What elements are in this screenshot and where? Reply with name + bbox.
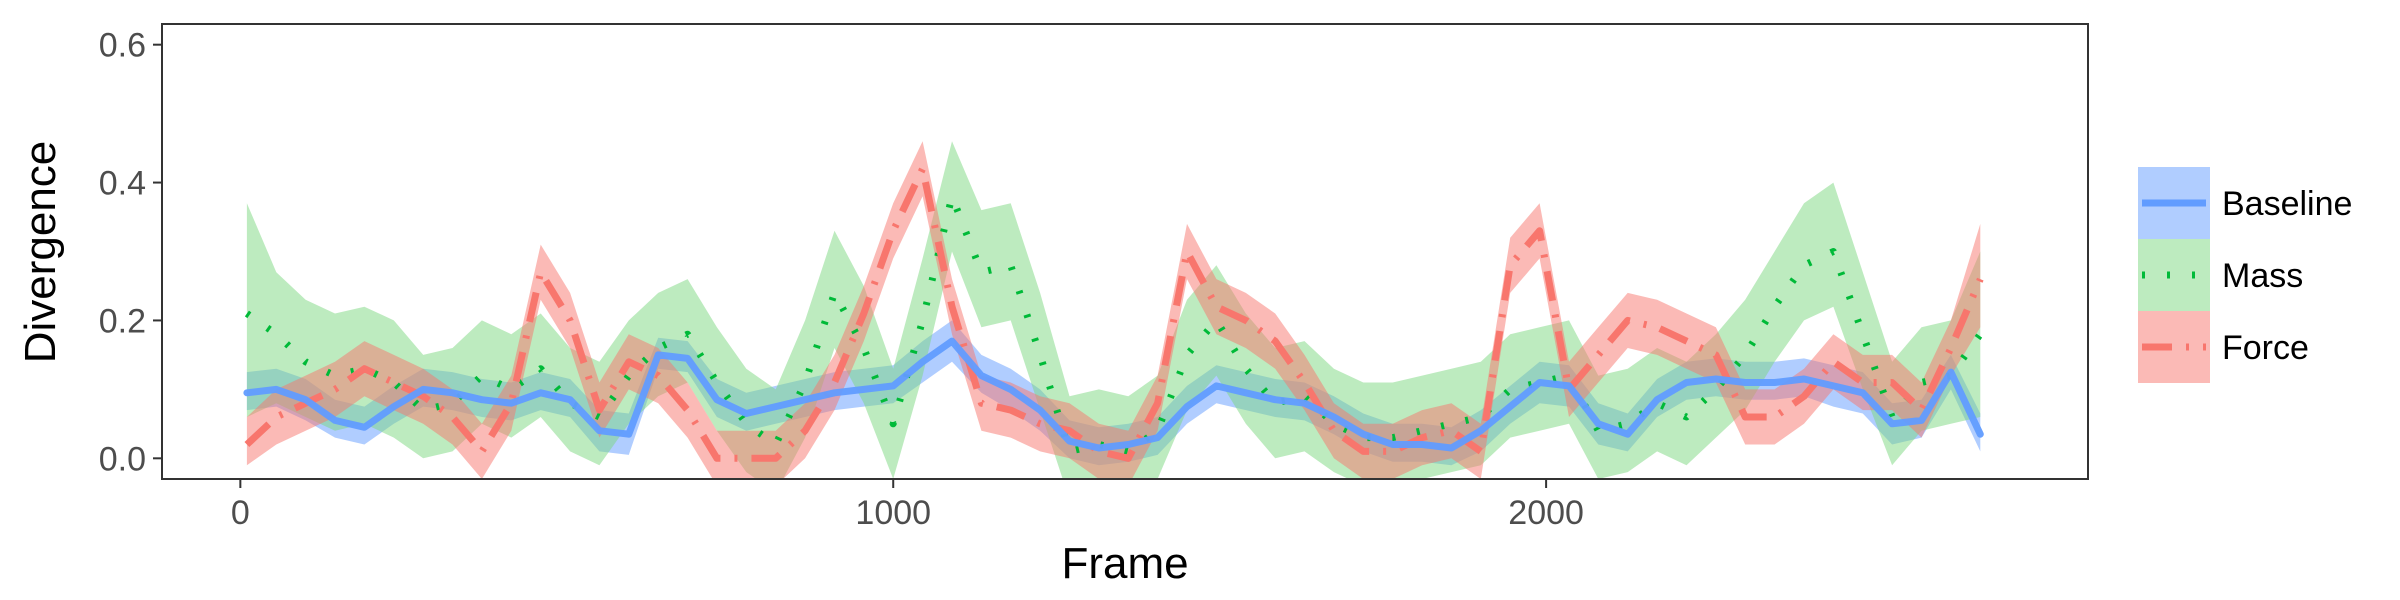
y-tick-label: 0.6 bbox=[99, 27, 146, 65]
y-tick-label: 0.0 bbox=[99, 440, 146, 478]
legend-label: Baseline bbox=[2222, 185, 2352, 223]
y-tick-label: 0.2 bbox=[99, 302, 146, 340]
series-line-baseline bbox=[243, 337, 1984, 452]
legend-label: Force bbox=[2222, 329, 2309, 367]
x-axis: 0 1000 2000 bbox=[231, 479, 1584, 532]
band-force bbox=[246, 141, 1981, 479]
series-lines bbox=[243, 165, 1984, 462]
legend-item-mass: Mass bbox=[2138, 239, 2303, 311]
band-mass bbox=[246, 141, 1981, 479]
legend-item-force: Force bbox=[2138, 311, 2309, 383]
x-tick-label: 2000 bbox=[1508, 494, 1584, 532]
legend-label: Mass bbox=[2222, 257, 2303, 295]
legend-item-baseline: Baseline bbox=[2138, 167, 2352, 239]
x-tick-label: 1000 bbox=[855, 494, 931, 532]
legend-key-band bbox=[2138, 239, 2210, 311]
legend: Baseline Mass Force bbox=[2138, 167, 2352, 383]
series-line-force bbox=[244, 165, 1984, 462]
y-tick-label: 0.4 bbox=[99, 165, 146, 203]
y-axis: 0.0 0.2 0.4 0.6 bbox=[99, 27, 162, 478]
y-axis-title: Divergence bbox=[16, 141, 65, 364]
x-tick-label: 0 bbox=[231, 494, 250, 532]
x-axis-title: Frame bbox=[1061, 539, 1188, 588]
plot-panel-border bbox=[161, 23, 2089, 480]
